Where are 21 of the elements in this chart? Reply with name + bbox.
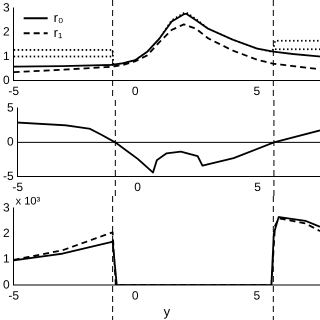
y-tick-label: 3: [2, 0, 10, 15]
y-tick-label: 5: [6, 100, 14, 115]
y-tick-label: 1: [2, 48, 10, 63]
y-tick-label: -5: [3, 168, 14, 183]
x-tick-label: 0: [132, 288, 139, 303]
x-tick-label: 5: [253, 288, 260, 303]
y-tick-label: 2: [2, 24, 10, 39]
y-tick-label: 1: [2, 252, 10, 266]
y-tick-label: 0: [2, 277, 10, 292]
legend-label: r₀: [54, 10, 64, 25]
x-tick-label: 0: [132, 84, 139, 98]
y-tick-label: 3: [2, 200, 10, 214]
x-axis-title: y: [164, 304, 171, 319]
x-tick-label: 5: [253, 84, 260, 98]
y-tick-label: 0: [2, 72, 10, 87]
y-tick-label: 0: [6, 134, 14, 149]
y-tick-label: 2: [2, 226, 10, 240]
x-tick-label: 5: [254, 180, 262, 194]
annotation: x 10³: [16, 196, 40, 208]
x-tick-label: 0: [134, 180, 142, 194]
legend-label: r₁: [54, 24, 64, 40]
